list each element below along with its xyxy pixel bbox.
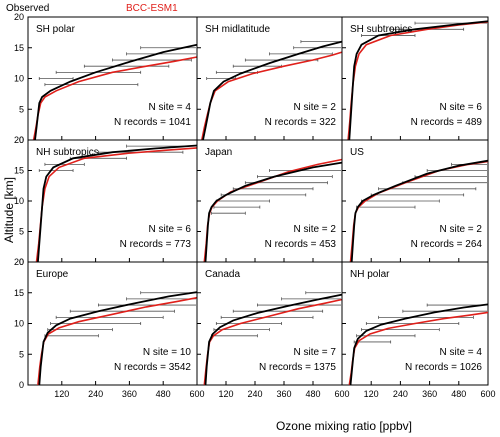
panel-n-records: N records = 1375 bbox=[259, 362, 336, 373]
x-tick-label: 600 bbox=[480, 389, 495, 399]
panel-n-site: N site = 6 bbox=[439, 102, 482, 113]
observed-profile-line bbox=[34, 43, 198, 141]
y-tick-label: 20 bbox=[14, 135, 24, 145]
panel-n-site: N site = 2 bbox=[293, 224, 336, 235]
panel-n-records: N records = 1026 bbox=[405, 362, 482, 373]
y-tick-label: 5 bbox=[19, 227, 24, 237]
panel: US N site = 2 N records = 264 bbox=[341, 139, 489, 263]
x-tick-label: 480 bbox=[451, 389, 466, 399]
panel-title: Canada bbox=[205, 269, 240, 280]
panel-n-site: N site = 4 bbox=[439, 347, 482, 358]
panel-n-records: N records = 773 bbox=[120, 239, 192, 250]
panel-title: SH midlatitude bbox=[205, 24, 270, 35]
panel-n-records: N records = 264 bbox=[411, 239, 483, 250]
panel-title: SH subtropics bbox=[350, 24, 412, 35]
y-tick-label: 0 bbox=[19, 257, 24, 267]
observed-profile-line bbox=[37, 144, 198, 263]
observed-profile-line bbox=[202, 40, 343, 141]
legend-observed-label: Observed bbox=[6, 3, 49, 14]
panel: SH subtropics N site = 6 N records = 489 bbox=[341, 16, 489, 141]
y-tick-label: 0 bbox=[19, 135, 24, 145]
panel-n-records: N records = 489 bbox=[411, 117, 483, 128]
panel-title: US bbox=[350, 147, 364, 158]
panel-title: Europe bbox=[36, 269, 69, 280]
observed-profile-line bbox=[204, 161, 343, 263]
y-tick-label: 20 bbox=[14, 257, 24, 267]
x-tick-label: 360 bbox=[122, 389, 137, 399]
panel: 0 5 10 15 20 120 240 360 480 600 Europe N site = 10… bbox=[14, 257, 205, 399]
panel: SH midlatitude N site = 2 N records = 322 bbox=[196, 16, 343, 141]
panel-n-site: N site = 4 bbox=[148, 102, 191, 113]
panel: 0 5 10 15 20 NH subtropics N site = 6 N records… bbox=[14, 135, 198, 267]
observed-profile-line bbox=[350, 159, 489, 263]
panel-n-site: N site = 10 bbox=[143, 347, 192, 358]
y-tick-label: 10 bbox=[14, 319, 24, 329]
y-tick-label: 5 bbox=[19, 349, 24, 359]
y-tick-label: 15 bbox=[14, 43, 24, 53]
observed-profile-line bbox=[349, 303, 489, 386]
panel-n-site: N site = 6 bbox=[148, 224, 191, 235]
panel: 120 240 360 480 600 NH polar N site = 4 N recor… bbox=[341, 261, 496, 399]
panel: 120 240 360 480 600 Canada N site = 7 N records… bbox=[196, 261, 350, 399]
y-tick-label: 20 bbox=[14, 12, 24, 22]
panel-n-site: N site = 7 bbox=[293, 347, 336, 358]
x-tick-label: 360 bbox=[422, 389, 437, 399]
x-tick-label: 360 bbox=[276, 389, 291, 399]
y-axis-title: Altitude [km] bbox=[2, 177, 16, 243]
x-tick-label: 600 bbox=[334, 389, 349, 399]
panel-grid: 0 5 10 15 20 SH polar N site = 4 N records = 10… bbox=[14, 12, 496, 399]
x-tick-label: 120 bbox=[364, 389, 379, 399]
x-tick-label: 600 bbox=[189, 389, 204, 399]
legend-model-label: BCC-ESM1 bbox=[126, 3, 178, 14]
panel-n-records: N records = 453 bbox=[265, 239, 337, 250]
x-tick-label: 480 bbox=[156, 389, 171, 399]
panel-n-site: N site = 2 bbox=[439, 224, 482, 235]
y-tick-label: 5 bbox=[19, 104, 24, 114]
y-tick-label: 10 bbox=[14, 74, 24, 84]
panel-title: NH subtropics bbox=[36, 147, 99, 158]
y-tick-label: 10 bbox=[14, 196, 24, 206]
panel: Japan N site = 2 N records = 453 bbox=[196, 139, 343, 263]
observed-profile-line bbox=[204, 293, 343, 386]
x-tick-label: 120 bbox=[54, 389, 69, 399]
y-tick-label: 15 bbox=[14, 166, 24, 176]
panel-title: Japan bbox=[205, 147, 232, 158]
y-tick-label: 15 bbox=[14, 288, 24, 298]
y-tick-label: 0 bbox=[19, 380, 24, 390]
panel-n-site: N site = 2 bbox=[293, 102, 336, 113]
x-tick-label: 120 bbox=[218, 389, 233, 399]
panel-n-records: N records = 1041 bbox=[114, 117, 191, 128]
x-tick-label: 240 bbox=[88, 389, 103, 399]
observed-profile-line bbox=[38, 291, 198, 386]
x-tick-label: 480 bbox=[305, 389, 320, 399]
panel-title: NH polar bbox=[350, 269, 390, 280]
panel: 0 5 10 15 20 SH polar N site = 4 N records = 10… bbox=[14, 12, 198, 145]
panel-title: SH polar bbox=[36, 24, 76, 35]
panel-n-records: N records = 3542 bbox=[114, 362, 191, 373]
x-axis-title: Ozone mixing ratio [ppbv] bbox=[276, 419, 412, 433]
observed-profile-line bbox=[348, 20, 489, 141]
x-tick-label: 240 bbox=[393, 389, 408, 399]
panel-n-records: N records = 322 bbox=[265, 117, 337, 128]
x-tick-label: 240 bbox=[247, 389, 262, 399]
